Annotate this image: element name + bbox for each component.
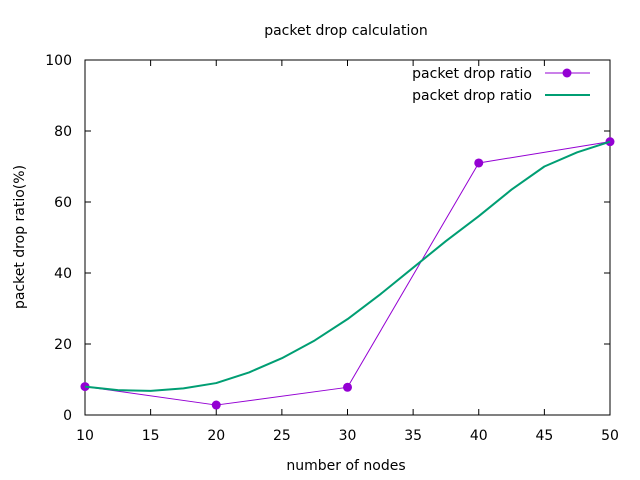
legend-label: packet drop ratio <box>412 66 532 82</box>
series-layer <box>80 137 615 410</box>
y-tick-label: 40 <box>54 266 72 282</box>
x-tick-label: 10 <box>76 428 94 444</box>
legend: packet drop ratio packet drop ratio <box>412 66 590 104</box>
x-axis-label: number of nodes <box>286 458 405 474</box>
x-tick-label: 35 <box>404 428 422 444</box>
y-tick-label: 20 <box>54 337 72 353</box>
x-tick-label: 25 <box>273 428 291 444</box>
y-tick-label: 0 <box>63 408 72 424</box>
y-axis-label: packet drop ratio(%) <box>12 165 28 309</box>
y-tick-label: 80 <box>54 124 72 140</box>
x-tick-label: 40 <box>470 428 488 444</box>
data-point <box>343 382 352 392</box>
plot-frame <box>84 59 611 416</box>
series-line-1 <box>84 141 611 406</box>
y-tick-label: 60 <box>54 195 72 211</box>
x-tick-label: 20 <box>207 428 225 444</box>
y-tick-label: 100 <box>45 53 72 69</box>
legend-marker <box>562 68 572 78</box>
data-point <box>474 158 484 168</box>
series-line-2 <box>84 140 611 392</box>
x-tick-label: 15 <box>142 428 160 444</box>
legend-label: packet drop ratio <box>412 88 532 104</box>
x-tick-label: 30 <box>339 428 357 444</box>
data-point <box>211 400 221 410</box>
x-tick-label: 45 <box>535 428 553 444</box>
ticks: 10 15 20 25 30 35 40 45 50 0 20 40 60 80 100 <box>45 53 619 444</box>
x-tick-label: 50 <box>601 428 619 444</box>
chart-title: packet drop calculation <box>264 23 428 39</box>
